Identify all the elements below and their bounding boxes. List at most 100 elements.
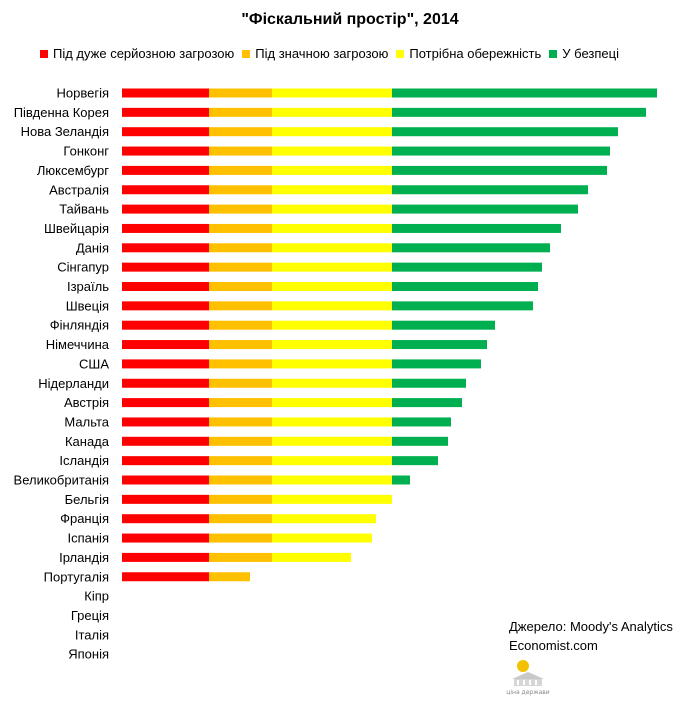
bar-segment-1 xyxy=(209,243,272,253)
bar-segment-3 xyxy=(392,204,578,214)
source-site: Economist.com xyxy=(509,638,598,653)
bar-segment-3 xyxy=(392,262,542,272)
bar-segment-0 xyxy=(122,417,209,427)
bar-segment-2 xyxy=(272,262,392,272)
bar-segment-3 xyxy=(392,456,438,466)
category-label: Канада xyxy=(65,434,110,449)
legend-swatch-green xyxy=(549,49,558,58)
bar-segment-2 xyxy=(272,456,392,466)
bar-segment-2 xyxy=(272,436,392,446)
category-label: Німеччина xyxy=(46,337,110,352)
bar-segment-0 xyxy=(122,514,209,524)
bar-segment-0 xyxy=(122,398,209,408)
category-label: Ірландія xyxy=(59,550,109,565)
category-label: Нідерланди xyxy=(38,376,109,391)
bar-segment-2 xyxy=(272,127,392,137)
bar-segment-1 xyxy=(209,475,272,485)
bar-segment-1 xyxy=(209,301,272,311)
category-label: Данія xyxy=(76,240,109,255)
bar-segment-3 xyxy=(392,340,487,350)
legend-swatch-yellow xyxy=(396,49,405,58)
bar-segment-2 xyxy=(272,282,392,291)
bar-segment-0 xyxy=(122,243,209,253)
bar-segment-2 xyxy=(272,340,392,350)
bar-segment-2 xyxy=(272,223,392,233)
bar-segment-3 xyxy=(392,243,550,253)
bar-segment-0 xyxy=(122,146,209,156)
legend-item-caution: Потрібна обережність xyxy=(396,46,541,61)
bar-segment-1 xyxy=(209,359,272,369)
bar-segment-3 xyxy=(392,223,561,233)
bar-segment-2 xyxy=(272,165,392,175)
category-label: Сінгапур xyxy=(57,260,109,275)
chart-title: "Фіскальний простір", 2014 xyxy=(241,11,459,28)
bar-segment-3 xyxy=(392,359,481,369)
category-label: Нова Зеландія xyxy=(21,124,109,139)
bar-segment-1 xyxy=(209,340,272,350)
bar-segment-1 xyxy=(209,185,272,195)
category-label: Люксембург xyxy=(37,163,109,178)
bar-segment-0 xyxy=(122,107,209,117)
category-label: Південна Корея xyxy=(14,105,109,120)
bar-segment-3 xyxy=(392,417,451,427)
category-label: Фінляндія xyxy=(50,318,109,333)
legend-label: Потрібна обережність xyxy=(409,46,542,61)
bar-segment-1 xyxy=(209,572,250,582)
category-label: Бельгія xyxy=(65,492,109,507)
bar-segment-2 xyxy=(272,398,392,408)
category-label: Швеція xyxy=(66,298,109,313)
bar-segment-3 xyxy=(392,185,588,195)
category-label: Норвегія xyxy=(56,86,109,101)
bar-segment-1 xyxy=(209,417,272,427)
bar-segment-0 xyxy=(122,282,209,291)
bar-segment-0 xyxy=(122,552,209,562)
bar-segment-1 xyxy=(209,223,272,233)
bar-segment-2 xyxy=(272,378,392,388)
bar-segment-0 xyxy=(122,378,209,388)
bar-segment-1 xyxy=(209,88,272,98)
bar-segment-1 xyxy=(209,165,272,175)
legend-swatch-red xyxy=(40,49,48,58)
chart-legend: Під дуже серйозною загрозою Під значною … xyxy=(40,46,680,61)
bar-segment-0 xyxy=(122,185,209,195)
bar-segment-2 xyxy=(272,146,392,156)
bar-segment-3 xyxy=(392,88,657,98)
bar-segment-0 xyxy=(122,494,209,504)
bar-segment-0 xyxy=(122,127,209,137)
category-label: Ісландія xyxy=(59,453,109,468)
bar-segment-3 xyxy=(392,320,495,330)
bar-segment-1 xyxy=(209,262,272,272)
bar-segment-0 xyxy=(122,320,209,330)
bar-segment-2 xyxy=(272,185,392,195)
category-label: Португалія xyxy=(44,569,109,584)
bar-segment-0 xyxy=(122,572,209,582)
category-label: Іспанія xyxy=(68,531,110,546)
bar-segment-1 xyxy=(209,533,272,543)
bar-segment-2 xyxy=(272,552,351,562)
bar-segment-0 xyxy=(122,88,209,98)
bar-segment-0 xyxy=(122,165,209,175)
category-label: Швейцарія xyxy=(44,221,109,236)
source-line: Джерело: Moody's Analytics xyxy=(509,619,673,634)
legend-label: Під значною загрозою xyxy=(255,46,389,61)
bar-segment-2 xyxy=(272,301,392,311)
bar-segment-1 xyxy=(209,552,272,562)
bar-segment-2 xyxy=(272,107,392,117)
logo: ціна держави xyxy=(505,653,551,697)
category-label: Греція xyxy=(71,608,109,623)
category-label: Австралія xyxy=(49,182,109,197)
bar-segment-1 xyxy=(209,146,272,156)
bar-segment-2 xyxy=(272,475,392,485)
bar-segment-1 xyxy=(209,378,272,388)
category-label: Мальта xyxy=(64,414,109,429)
bar-segment-2 xyxy=(272,320,392,330)
bar-segment-3 xyxy=(392,436,448,446)
bar-segment-1 xyxy=(209,282,272,291)
bar-segment-2 xyxy=(272,88,392,98)
bar-segment-2 xyxy=(272,243,392,253)
bar-segment-0 xyxy=(122,456,209,466)
legend-label: У безпеці xyxy=(562,46,619,61)
bar-segment-1 xyxy=(209,320,272,330)
bar-segment-3 xyxy=(392,146,610,156)
bar-segment-2 xyxy=(272,494,392,504)
